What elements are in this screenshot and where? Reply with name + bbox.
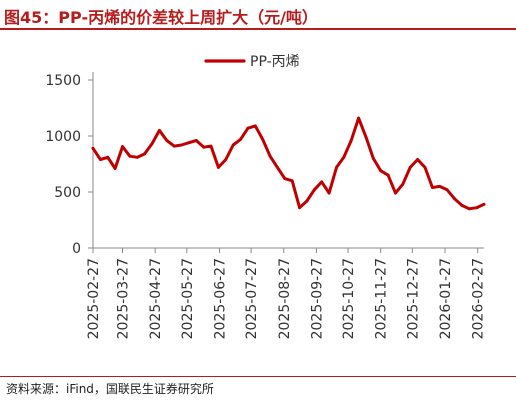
data-point xyxy=(386,173,390,177)
y-tick-label: 1500 xyxy=(45,73,81,89)
data-point xyxy=(143,152,147,156)
data-point xyxy=(99,158,102,161)
data-point xyxy=(357,116,360,120)
data-point xyxy=(408,166,412,169)
data-point xyxy=(276,166,279,169)
y-axis: 0 500 1000 1500 xyxy=(45,72,94,257)
data-point xyxy=(482,202,486,206)
data-point xyxy=(172,144,176,148)
x-tick-label: 2026-01-27 xyxy=(438,258,454,339)
data-point xyxy=(431,186,434,189)
data-point xyxy=(371,157,375,160)
chart-title: 图45：PP-丙烯的价差较上周扩大（元/吨） xyxy=(4,8,318,27)
data-point xyxy=(106,155,110,159)
x-tick-label: 2025-09-27 xyxy=(309,258,325,339)
data-point xyxy=(475,206,478,210)
data-point xyxy=(305,199,309,203)
data-point xyxy=(224,158,228,161)
data-point xyxy=(121,145,124,148)
data-point xyxy=(217,166,220,169)
data-point xyxy=(283,177,287,181)
x-axis: 2025-02-27 2025-03-27 2025-04-27 2025-05-27… xyxy=(86,247,487,339)
source-note: 资料来源：iFind，国联民生证券研究所 xyxy=(6,382,214,396)
data-points xyxy=(91,116,486,211)
x-tick-label: 2026-02-27 xyxy=(471,258,487,339)
data-point xyxy=(209,144,213,148)
x-tick-label: 2025-11-27 xyxy=(374,258,390,339)
data-point xyxy=(165,139,169,142)
data-point xyxy=(298,206,301,210)
data-point xyxy=(445,188,449,192)
series-line-pp-propylene xyxy=(91,116,486,211)
data-point xyxy=(416,158,419,161)
x-tick-label: 2025-10-27 xyxy=(341,258,357,339)
data-point xyxy=(261,138,265,141)
data-point xyxy=(335,166,338,169)
title-bar: 图45：PP-丙烯的价差较上周扩大（元/吨） xyxy=(0,0,516,30)
data-point xyxy=(438,185,442,188)
data-point xyxy=(253,124,257,128)
data-point xyxy=(150,142,154,146)
x-tick-label: 2025-12-27 xyxy=(405,258,421,339)
data-point xyxy=(320,180,324,184)
data-point xyxy=(246,126,250,130)
data-point xyxy=(91,146,95,150)
y-tick-label: 0 xyxy=(72,241,81,257)
x-tick-label: 2025-07-27 xyxy=(244,258,260,339)
x-tick-label: 2025-05-27 xyxy=(180,258,196,339)
data-point xyxy=(401,182,405,186)
data-point xyxy=(364,135,368,139)
data-point xyxy=(180,143,183,147)
x-tick-label: 2025-08-27 xyxy=(277,258,293,339)
x-tick-label: 2025-02-27 xyxy=(86,258,102,339)
legend: PP-丙烯 xyxy=(204,54,300,70)
data-point xyxy=(467,207,471,211)
data-point xyxy=(349,139,353,142)
data-point xyxy=(290,179,294,183)
data-point xyxy=(268,154,272,158)
data-point xyxy=(239,138,242,141)
data-point xyxy=(158,129,161,132)
data-point xyxy=(194,139,198,142)
data-point xyxy=(312,188,316,192)
data-point xyxy=(202,145,206,149)
data-point xyxy=(327,191,331,195)
data-point xyxy=(460,204,464,207)
data-point xyxy=(135,155,139,159)
data-point xyxy=(342,155,346,159)
legend-label: PP-丙烯 xyxy=(250,54,300,70)
data-point xyxy=(379,169,383,173)
data-point xyxy=(113,167,117,170)
y-tick-label: 500 xyxy=(54,185,81,201)
data-point xyxy=(231,143,235,147)
data-point xyxy=(394,191,397,195)
x-tick-label: 2025-04-27 xyxy=(148,258,164,339)
x-tick-label: 2025-03-27 xyxy=(116,258,132,339)
data-point xyxy=(187,141,191,145)
y-tick-label: 1000 xyxy=(45,129,81,145)
x-tick-label: 2025-06-27 xyxy=(212,258,228,339)
data-point xyxy=(453,197,456,201)
data-point xyxy=(423,166,427,169)
data-point xyxy=(128,154,132,158)
source-divider xyxy=(0,376,516,377)
